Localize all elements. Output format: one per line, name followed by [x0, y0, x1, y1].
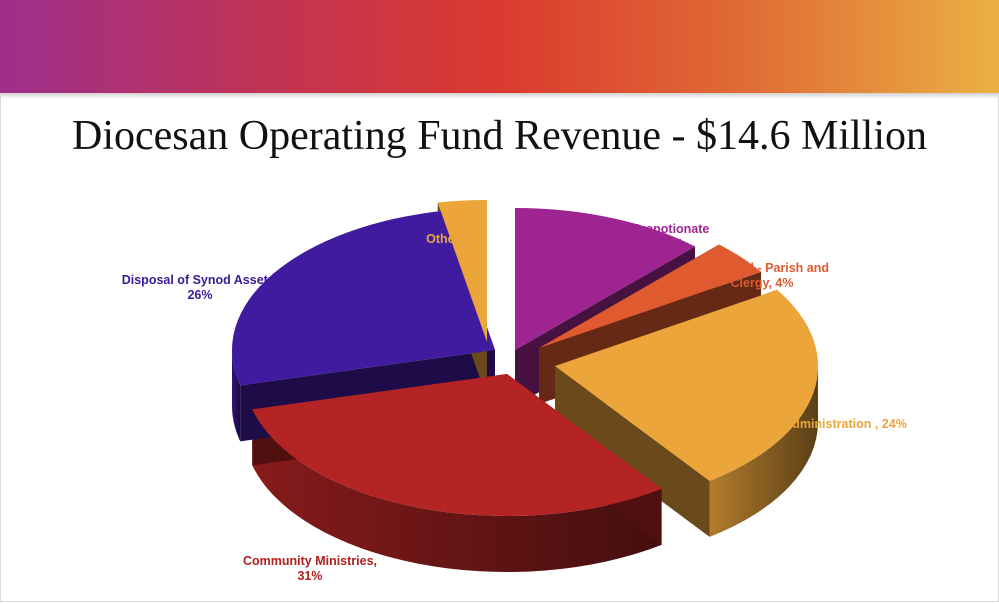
pie-slice-label: Administration , 24% — [783, 417, 907, 431]
pie-slice-label: Other, 3% — [426, 232, 484, 246]
pie-labels: Parish Propotionate Share, 12% Episcopal -… — [122, 222, 907, 583]
header-banner — [0, 0, 999, 93]
pie-slice-side — [709, 366, 818, 537]
pie-slice — [252, 374, 662, 516]
pie-slice — [539, 244, 762, 348]
pie-slice — [437, 200, 487, 342]
banner-shadow — [0, 93, 999, 99]
pie-slice — [515, 208, 696, 350]
pie-slice — [555, 289, 818, 481]
pie-slice-side — [252, 409, 662, 572]
pie-slice-label: Disposal of Synod Assets, 26% — [122, 273, 279, 302]
pie-tops — [231, 200, 818, 516]
pie-slice-side — [232, 350, 241, 442]
pie-slice-edge — [555, 366, 710, 537]
pie-slice — [231, 210, 495, 386]
pie-slice-label: Community Ministries, 31% — [243, 554, 377, 583]
pie-slice-label: Episcopal - Parish and Clergy, 4% — [695, 261, 829, 290]
slide-title: Diocesan Operating Fund Revenue - $14.6 … — [71, 113, 927, 159]
pie-slice-label: Parish Propotionate Share, 12% — [591, 222, 710, 251]
